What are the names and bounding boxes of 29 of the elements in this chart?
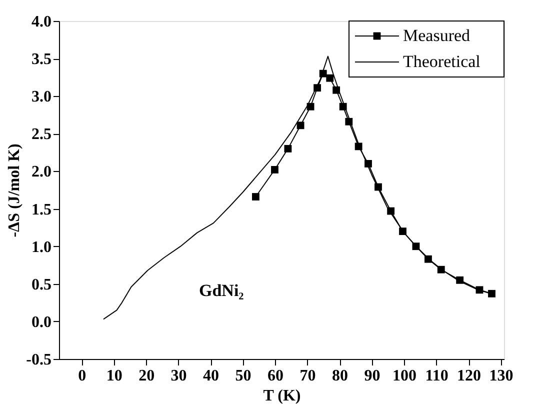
x-tick-label: 130 <box>489 368 514 384</box>
y-tick-label: 3.5 <box>32 51 52 68</box>
x-tick-label: 10 <box>106 368 122 384</box>
x-tick-label: 40 <box>203 368 220 384</box>
x-tick-label: 50 <box>235 368 252 384</box>
y-tick-label: 0.0 <box>32 314 52 331</box>
legend-label: Measured <box>403 26 471 45</box>
x-tick-label: 0 <box>78 368 86 384</box>
x-tick-label: 110 <box>425 368 448 384</box>
x-tick-label: 120 <box>457 368 482 384</box>
x-tick-label: 90 <box>364 368 380 384</box>
x-tick-label: 70 <box>300 368 316 384</box>
y-tick-label: 2.0 <box>32 164 52 181</box>
y-tick-label: 3.0 <box>32 88 52 106</box>
x-axis-title: T (K) <box>263 388 301 404</box>
y-tick-label: 0.5 <box>32 276 52 294</box>
x-tick-label: 60 <box>268 368 284 384</box>
y-tick-label: 2.5 <box>32 126 52 144</box>
legend-label: Theoretical <box>403 52 481 71</box>
x-tick-label: 100 <box>392 368 417 384</box>
y-tick-label: 1.5 <box>32 201 52 218</box>
annotation: GdNi₂ <box>199 281 244 300</box>
y-tick-label: 4.0 <box>32 14 52 30</box>
y-tick-label: -0.5 <box>26 352 52 368</box>
y-tick-label: 1.0 <box>32 238 52 256</box>
x-tick-label: 80 <box>332 368 348 384</box>
x-tick-label: 30 <box>170 368 187 384</box>
x-tick-label: 20 <box>138 368 155 384</box>
y-axis-title: -ΔS (J/mol K) <box>6 144 24 238</box>
